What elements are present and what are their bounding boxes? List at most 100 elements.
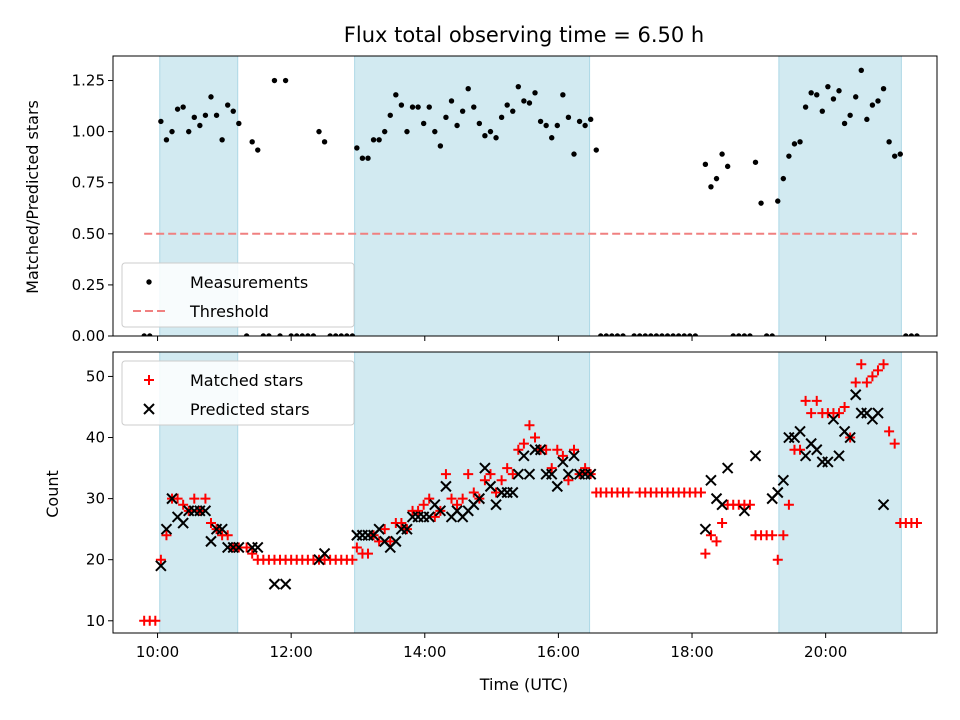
bottom-point-predicted-stars <box>523 468 536 480</box>
top-point-measurements <box>532 90 538 96</box>
bottom-point-matched-stars <box>189 493 200 504</box>
bottom-point-matched-stars <box>424 493 435 504</box>
bottom-point-matched-stars <box>502 463 513 474</box>
bottom-point-matched-stars <box>884 426 895 437</box>
bottom-point-matched-stars <box>717 518 728 529</box>
top-point-measurements <box>381 128 388 135</box>
bottom-point-matched-stars <box>856 359 867 370</box>
bottom-point-matched-stars <box>800 395 811 406</box>
top-point-measurements <box>609 333 615 336</box>
top-point-measurements <box>370 137 377 143</box>
bottom-y-tick-label: 40 <box>86 429 105 447</box>
top-point-measurements <box>565 114 572 121</box>
top-legend-label-measurements: Measurements <box>190 273 308 292</box>
top-point-measurements <box>841 120 848 127</box>
bottom-point-matched-stars <box>623 487 634 498</box>
bottom-point-predicted-stars <box>551 480 563 493</box>
top-point-measurements <box>482 133 488 139</box>
top-point-measurements <box>825 83 831 90</box>
bottom-point-matched-stars <box>557 450 568 461</box>
bottom-point-predicted-stars <box>199 505 212 517</box>
top-point-measurements <box>587 116 594 123</box>
bottom-point-matched-stars <box>850 377 861 388</box>
top-point-measurements <box>180 104 186 110</box>
top-point-measurements <box>299 333 305 336</box>
top-point-measurements <box>537 118 544 125</box>
top-point-measurements <box>554 122 560 129</box>
top-point-measurements <box>310 333 317 336</box>
top-y-tick-label: 0.75 <box>72 174 105 192</box>
top-point-measurements <box>321 139 328 145</box>
bottom-point-predicted-stars <box>490 499 502 511</box>
top-point-measurements <box>277 333 283 336</box>
bottom-point-predicted-stars <box>799 450 812 462</box>
bottom-point-predicted-stars <box>484 480 497 493</box>
top-point-measurements <box>255 147 261 153</box>
top-point-measurements <box>747 333 753 336</box>
top-point-measurements <box>437 143 444 149</box>
top-point-measurements <box>659 333 665 336</box>
top-point-measurements <box>243 333 250 336</box>
bottom-point-matched-stars <box>491 487 502 498</box>
top-point-measurements <box>670 333 676 336</box>
top-point-measurements <box>836 88 842 94</box>
top-point-measurements <box>471 104 477 110</box>
bottom-point-matched-stars <box>155 554 166 565</box>
top-point-measurements <box>459 108 466 114</box>
bottom-y-axis-label: Count <box>43 470 62 518</box>
bottom-point-predicted-stars <box>166 492 178 505</box>
figure-title: Flux total observing time = 6.50 h <box>344 23 704 47</box>
bottom-point-matched-stars <box>440 469 451 480</box>
bottom-shaded-span-3 <box>778 351 902 634</box>
bottom-point-predicted-stars <box>534 444 547 456</box>
top-point-measurements <box>409 104 416 110</box>
top-point-measurements <box>891 153 898 159</box>
x-axis-label: Time (UTC) <box>479 675 568 694</box>
bottom-point-matched-stars <box>546 463 557 474</box>
bottom-point-matched-stars <box>705 530 716 541</box>
top-point-measurements <box>202 112 209 118</box>
bottom-point-matched-stars <box>695 487 706 498</box>
top-y-tick-label: 1.00 <box>72 123 105 141</box>
bottom-point-matched-stars <box>247 548 258 559</box>
top-point-measurements <box>476 120 483 127</box>
top-point-measurements <box>305 333 311 336</box>
top-point-measurements <box>620 333 626 336</box>
bottom-point-predicted-stars <box>155 560 167 572</box>
top-point-measurements <box>736 333 742 336</box>
top-axes-frame <box>112 55 938 337</box>
bottom-point-matched-stars <box>385 536 396 547</box>
top-point-measurements <box>763 333 770 336</box>
top-point-measurements <box>713 175 720 182</box>
top-point-measurements <box>443 114 449 121</box>
top-point-measurements <box>454 122 460 129</box>
top-point-measurements <box>498 114 505 121</box>
top-point-measurements <box>730 333 736 336</box>
bottom-point-matched-stars <box>889 438 900 449</box>
bottom-point-matched-stars <box>700 548 711 559</box>
bottom-point-predicted-stars <box>562 468 575 480</box>
top-point-measurements <box>510 108 516 114</box>
bottom-plot-area: 10 20 30 40 50 10:00 12:00 14:00 16:00 18:00 20:00… <box>86 351 938 661</box>
top-point-measurements <box>875 98 881 104</box>
bottom-point-matched-stars <box>541 444 552 455</box>
top-point-measurements <box>415 104 421 110</box>
bottom-legend-marker-predicted-stars <box>143 403 155 415</box>
bottom-point-matched-stars <box>507 469 518 480</box>
bottom-point-predicted-stars <box>568 450 580 462</box>
top-point-measurements <box>847 112 853 118</box>
top-point-measurements <box>653 333 660 336</box>
bottom-x-tick-label: 20:00 <box>804 643 847 661</box>
bottom-y-tick-label: 30 <box>86 490 105 508</box>
bottom-point-predicted-stars <box>546 468 558 480</box>
bottom-point-matched-stars <box>518 438 529 449</box>
bottom-point-predicted-stars <box>216 523 228 535</box>
top-point-measurements <box>775 198 781 204</box>
top-point-measurements <box>174 106 181 112</box>
bottom-point-matched-stars <box>580 463 591 474</box>
top-shaded-span-3 <box>778 55 902 337</box>
top-point-measurements <box>398 102 405 108</box>
top-point-measurements <box>359 155 366 161</box>
bottom-y-tick-label: 10 <box>86 612 105 630</box>
